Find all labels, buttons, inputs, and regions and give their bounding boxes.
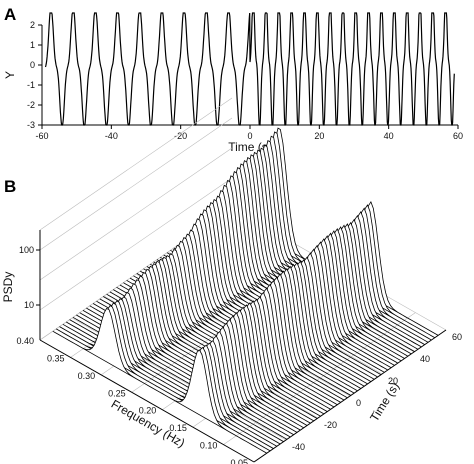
frequency-tick-label: 0.05	[230, 458, 248, 464]
frequency-axis	[39, 339, 255, 463]
y-tick-label: 1	[30, 40, 35, 50]
grid-line	[39, 147, 233, 281]
waterfall-traces	[52, 127, 439, 454]
y-tick-label: -2	[27, 100, 35, 110]
grid-line	[39, 177, 233, 311]
time-tick-label: 0	[356, 398, 361, 408]
time-tick-label: 40	[420, 354, 430, 364]
waterfall-plot: 10 100 0.05 0.10 0.15 0.20 0.25 0.30 0.35 0.40 -…	[1, 97, 462, 464]
x-tick-label: -60	[35, 131, 48, 141]
x-tick-label: 60	[453, 131, 463, 141]
frequency-tick-label: 0.25	[108, 388, 126, 398]
frequency-tick-label: 0.10	[200, 441, 218, 451]
frequency-tick-label: 0.20	[139, 406, 157, 416]
time-tick-label: 60	[452, 332, 462, 342]
y-axis-label: Y	[3, 71, 17, 79]
x-tick-label: -40	[105, 131, 118, 141]
y-tick-label: 0	[30, 60, 35, 70]
grid-line	[39, 117, 233, 251]
frequency-tick-label: 0.30	[78, 371, 96, 381]
time-tick-label: -40	[292, 442, 305, 452]
y-tick-label: 2	[30, 20, 35, 30]
psd-axis-label: PSDy	[1, 272, 15, 303]
panel-label-b: B	[4, 177, 16, 196]
frequency-tick-label: 0.40	[16, 336, 34, 346]
time-tick-label: 20	[388, 376, 398, 386]
x-tick-label: 0	[247, 131, 252, 141]
time-axis	[253, 329, 447, 463]
waterfall-trace	[52, 307, 268, 454]
series-line-y	[44, 12, 455, 126]
psd-tick-label: 100	[19, 245, 34, 255]
x-tick-label: 40	[384, 131, 394, 141]
y-tick-label: -1	[27, 80, 35, 90]
grid-line	[39, 97, 233, 231]
frequency-tick-label: 0.35	[47, 353, 65, 363]
x-tick-label: 20	[314, 131, 324, 141]
y-tick-label: -3	[27, 120, 35, 130]
x-tick-label: -20	[174, 131, 187, 141]
time-tick-label: -20	[324, 420, 337, 430]
frequency-tick-label: 0.15	[169, 423, 187, 433]
psd-tick-label: 10	[24, 300, 34, 310]
panel-label-a: A	[4, 5, 16, 24]
time-axis-label: Time (s)	[367, 380, 402, 424]
